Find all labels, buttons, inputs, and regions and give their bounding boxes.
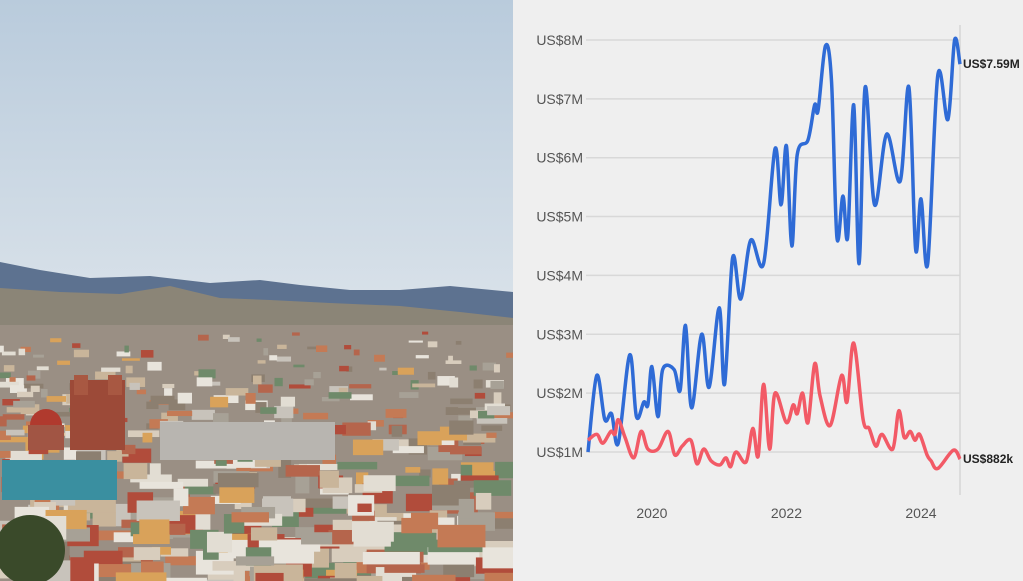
- x-tick-label: 2024: [905, 505, 936, 521]
- church: [28, 375, 125, 450]
- city-landscape-photo: [0, 0, 513, 581]
- y-tick-label: US$8M: [536, 32, 583, 48]
- grey-warehouse: [160, 422, 335, 460]
- y-tick-label: US$4M: [536, 267, 583, 283]
- y-tick-label: US$6M: [536, 150, 583, 166]
- y-tick-label: US$1M: [536, 444, 583, 460]
- series-line-1: [586, 341, 962, 471]
- line-chart: US$1M US$2M US$3M US$4M US$5M US$6M US$7M US$8M…: [536, 25, 1020, 521]
- series-end-label: US$7.59M: [963, 57, 1020, 71]
- x-tick-label: 2022: [771, 505, 802, 521]
- y-tick-label: US$7M: [536, 91, 583, 107]
- x-tick-label: 2020: [636, 505, 667, 521]
- y-tick-label: US$5M: [536, 209, 583, 225]
- series-line-0: [586, 36, 962, 453]
- series-end-label: US$882k: [963, 452, 1013, 466]
- green-building: [2, 460, 117, 500]
- y-tick-label: US$3M: [536, 326, 583, 342]
- tree: [0, 515, 65, 581]
- y-tick-label: US$2M: [536, 385, 583, 401]
- sky: [0, 0, 513, 330]
